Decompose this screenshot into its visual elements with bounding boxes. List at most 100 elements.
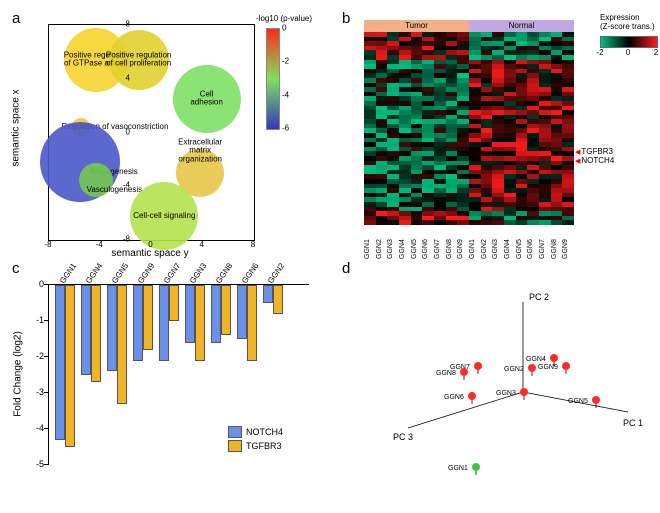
pca-point-label: GGN4 <box>526 356 546 363</box>
heatmap-group-header: Normal <box>469 20 574 32</box>
heatmap-cell <box>492 220 504 225</box>
panel-b: b TumorNormal GGN1GGN2GGN3GGN4GGN5GGN6GG… <box>338 8 660 258</box>
bubble <box>130 182 198 250</box>
panel-c-ytick: -4 <box>32 423 44 433</box>
legend-label: TGFBR3 <box>246 441 282 451</box>
pca-plot: PC 1PC 2PC 3GGN1GGN2GGN3GGN4GGN5GGN6GGN7… <box>358 272 660 492</box>
panel-c-category-label: GGN5 <box>110 261 130 285</box>
bar <box>273 285 283 314</box>
colorbar-tick: 2 <box>654 48 658 57</box>
pca-point-label: GGN6 <box>444 394 464 401</box>
pca-point <box>474 362 482 370</box>
bar <box>143 285 153 350</box>
panel-c-ytick: -3 <box>32 387 44 397</box>
legend-item: TGFBR3 <box>228 440 283 452</box>
heatmap-cell <box>527 220 539 225</box>
pca-point-label: GGN9 <box>538 364 558 371</box>
heatmap <box>364 32 574 225</box>
panel-c-ytick: -5 <box>32 459 44 469</box>
heatmap-cell <box>481 220 493 225</box>
panel-b-label: b <box>342 10 350 27</box>
heatmap-xlabels: GGN1GGN2GGN3GGN4GGN5GGN6GGN7GGN8GGN9GGN1… <box>364 243 574 250</box>
panel-a-ytick: -8 <box>26 235 130 244</box>
bar <box>247 285 257 361</box>
legend-swatch <box>228 426 242 438</box>
svg-text:PC 3: PC 3 <box>393 432 413 442</box>
heatmap-cell <box>364 220 376 225</box>
panel-c-category-label: GGN3 <box>188 261 208 285</box>
heatmap-cell <box>399 220 411 225</box>
panel-a-xtick: 4 <box>200 240 204 249</box>
bar <box>91 285 101 382</box>
colorbar-tick: -2 <box>596 48 603 57</box>
heatmap-wrap: TumorNormal <box>364 20 574 225</box>
bar <box>117 285 127 404</box>
pca-point <box>550 354 558 362</box>
heatmap-cell <box>434 220 446 225</box>
pca-point-label: GGN2 <box>504 366 524 373</box>
heatmap-cell <box>376 220 388 225</box>
legend-label: NOTCH4 <box>246 427 283 437</box>
panel-c-ylabel: Fold Change (log2) <box>13 331 24 417</box>
heatmap-cell <box>562 220 574 225</box>
panel-a-ytick: -4 <box>26 181 130 190</box>
bar <box>55 285 65 440</box>
panel-a-label: a <box>12 10 20 27</box>
pca-point-label: GGN8 <box>436 370 456 377</box>
bar <box>263 285 273 303</box>
colorbar-tick: 0 <box>626 48 630 57</box>
heatmap-side-marker: NOTCH4 <box>575 156 614 165</box>
bar <box>81 285 91 375</box>
figure: a Positive regulationof GTPase activityP… <box>8 8 652 498</box>
panel-c-category-label: GGN6 <box>240 261 260 285</box>
heatmap-cell <box>457 220 469 225</box>
panel-a-xtick: 8 <box>251 240 255 249</box>
pca-point <box>592 396 600 404</box>
pca-point <box>460 368 468 376</box>
panel-d: d PC 1PC 2PC 3GGN1GGN2GGN3GGN4GGN5GGN6GG… <box>338 258 660 498</box>
heatmap-header: TumorNormal <box>364 20 574 32</box>
pca-point <box>468 392 476 400</box>
panel-c-category-label: GGN7 <box>162 261 182 285</box>
heatmap-cell <box>411 220 423 225</box>
bar <box>221 285 231 335</box>
bar <box>159 285 169 361</box>
panel-c-category-label: GGN2 <box>266 261 286 285</box>
bar <box>237 285 247 339</box>
panel-c-ytick: -1 <box>32 315 44 325</box>
panel-c-ytick: -2 <box>32 351 44 361</box>
svg-text:PC 1: PC 1 <box>623 418 643 428</box>
panel-a-colorbar-title: -log10 (p-value) <box>256 14 312 23</box>
colorbar-tick: -2 <box>282 57 289 66</box>
panel-c-category-label: GGN1 <box>58 261 78 285</box>
bar <box>133 285 143 361</box>
legend-item: NOTCH4 <box>228 426 283 438</box>
panel-c-label: c <box>12 260 20 277</box>
panel-a-colorbar <box>266 28 280 130</box>
heatmap-cell <box>539 220 551 225</box>
panel-a: a Positive regulationof GTPase activityP… <box>8 8 338 258</box>
panel-c-legend: NOTCH4 TGFBR3 <box>228 426 283 454</box>
heatmap-cell <box>551 220 563 225</box>
colorbar-tick: 0 <box>282 24 286 33</box>
colorbar-tick: -6 <box>282 124 289 133</box>
heatmap-side-marker: TGFBR3 <box>575 147 613 156</box>
bar <box>169 285 179 321</box>
pca-point <box>472 463 480 471</box>
panel-c-ytick: 0 <box>32 279 44 289</box>
svg-text:PC 2: PC 2 <box>529 292 549 302</box>
panel-c-category-label: GGN4 <box>84 261 104 285</box>
panel-d-label: d <box>342 260 350 277</box>
pca-point <box>520 388 528 396</box>
pca-point-label: GGN5 <box>568 398 588 405</box>
legend-swatch <box>228 440 242 452</box>
panel-a-ytick: 0 <box>26 127 130 136</box>
heatmap-group-header: Tumor <box>364 20 469 32</box>
panel-a-ylabel: semantic space x <box>11 89 22 166</box>
heatmap-cell <box>469 220 481 225</box>
panel-c-category-label: GGN8 <box>214 261 234 285</box>
bar <box>185 285 195 343</box>
panel-c-category-label: GGN9 <box>136 261 156 285</box>
pca-point-label: GGN1 <box>448 465 468 472</box>
panel-a-xtick: 0 <box>148 240 152 249</box>
